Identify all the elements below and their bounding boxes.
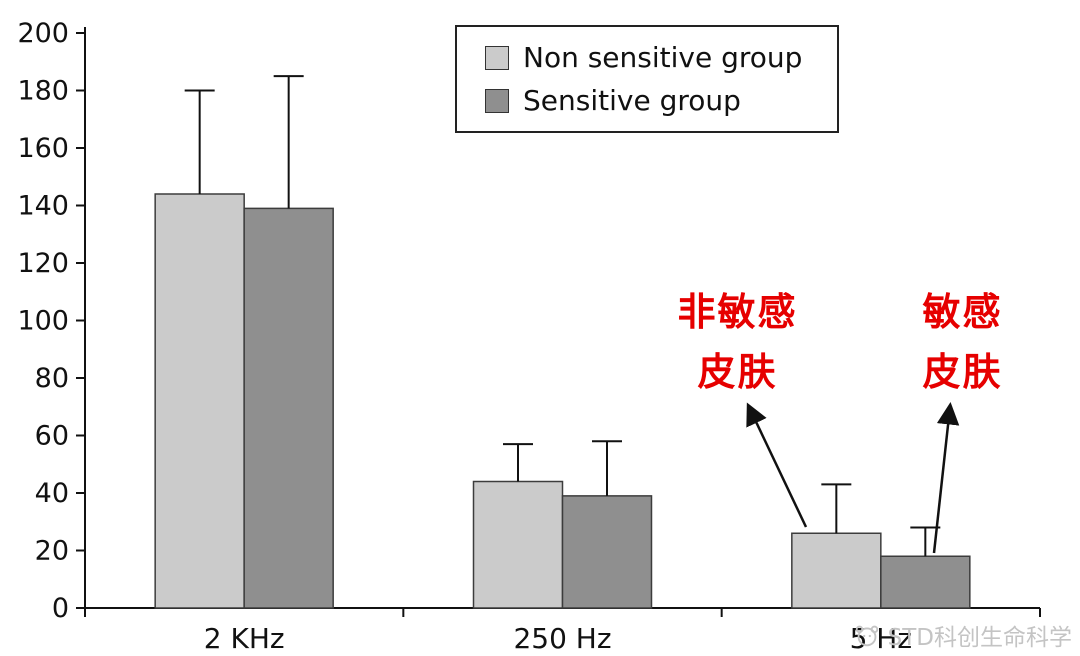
watermark-text: STD科创生命科学 (887, 625, 1072, 651)
std-mascot-icon (855, 625, 878, 647)
legend-label-non-sensitive: Non sensitive group (523, 41, 803, 74)
annotation-sensitive-skin: 敏感 皮肤 (880, 282, 1045, 402)
y-tick-label: 100 (17, 306, 69, 337)
y-tick-label: 180 (17, 76, 69, 107)
bar-non-sensitive-group-250-hz (472, 480, 564, 609)
annotation-sensitive-line2: 皮肤 (922, 350, 1003, 394)
bar-sensitive-group-250-hz (561, 495, 653, 609)
legend: Non sensitive group Sensitive group (455, 25, 839, 133)
watermark: STD科创生命科学 (852, 618, 1072, 652)
legend-swatch-non-sensitive (485, 45, 509, 70)
legend-label-sensitive: Sensitive group (523, 84, 741, 117)
bar-sensitive-group-5-hz (880, 555, 971, 609)
annotation-non-sensitive-line1: 非敏感 (677, 290, 798, 334)
annotation-non-sensitive-skin: 非敏感 皮肤 (640, 282, 835, 402)
x-category-label: 250 Hz (513, 622, 611, 655)
y-tick-label: 160 (17, 133, 69, 164)
legend-item-sensitive-group: Sensitive group (485, 84, 827, 117)
legend-item-non-sensitive-group: Non sensitive group (485, 41, 827, 74)
y-tick-label: 80 (35, 363, 69, 394)
annotation-sensitive-line1: 敏感 (922, 290, 1003, 334)
y-tick-label: 60 (35, 421, 69, 452)
bar-non-sensitive-group-2-khz (154, 193, 245, 609)
x-category-label: 2 KHz (204, 622, 285, 655)
bar-sensitive-group-2-khz (243, 207, 334, 609)
annotation-non-sensitive-line2: 皮肤 (697, 350, 778, 394)
y-tick-label: 140 (17, 191, 69, 222)
y-tick-label: 120 (17, 248, 69, 279)
arrow-to-sensitive-label (932, 402, 960, 554)
y-tick-label: 20 (35, 536, 69, 567)
y-tick-label: 0 (52, 593, 69, 624)
y-tick-label: 40 (35, 478, 69, 509)
y-tick-label: 200 (17, 18, 69, 49)
arrow-to-non-sensitive-label (746, 402, 808, 528)
legend-swatch-sensitive (485, 88, 509, 113)
bar-non-sensitive-group-5-hz (791, 532, 882, 609)
